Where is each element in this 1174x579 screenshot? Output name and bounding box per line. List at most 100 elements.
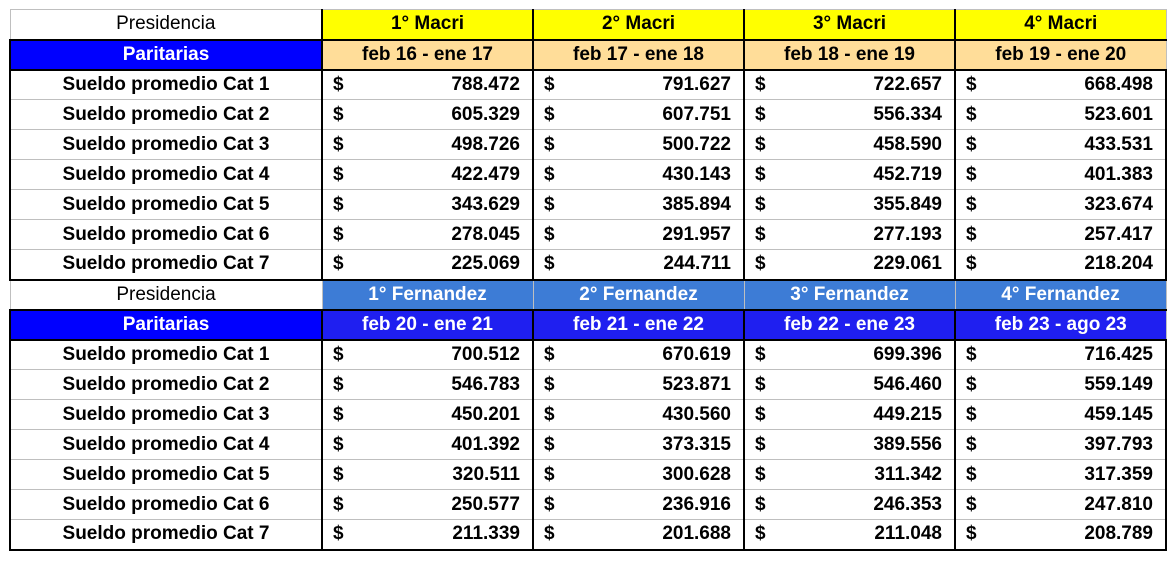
salary-value: 291.957 <box>662 223 731 245</box>
currency-symbol: $ <box>966 133 977 155</box>
currency-symbol: $ <box>544 403 555 425</box>
salary-value: 355.849 <box>873 193 942 215</box>
salary-cell: $236.916 <box>532 489 745 520</box>
currency-symbol: $ <box>544 103 555 125</box>
salary-cell: $373.315 <box>532 429 745 460</box>
currency-symbol: $ <box>755 163 766 185</box>
salary-value: 546.460 <box>873 373 942 395</box>
salary-cell: $459.145 <box>954 399 1167 430</box>
salary-value: 211.339 <box>452 523 520 545</box>
salary-value: 559.149 <box>1084 373 1153 395</box>
salary-value: 373.315 <box>662 433 731 455</box>
salary-value: 498.726 <box>451 133 520 155</box>
salary-value: 450.201 <box>451 403 520 425</box>
table-row: Sueldo promedio Cat 2 $546.783 $523.871 $54… <box>9 369 1167 400</box>
salary-table: Presidencia 1° Macri 2° Macri 3° Macri 4… <box>9 9 1167 551</box>
salary-cell: $201.688 <box>532 519 745 551</box>
salary-value: 250.577 <box>451 493 520 515</box>
salary-value: 722.657 <box>873 73 942 95</box>
row-label: Sueldo promedio Cat 4 <box>9 429 323 460</box>
currency-symbol: $ <box>755 103 766 125</box>
salary-value: 401.392 <box>451 433 520 455</box>
section2-period-row: Paritarias feb 20 - ene 21 feb 21 - ene 22… <box>9 308 1167 341</box>
currency-symbol: $ <box>333 163 344 185</box>
salary-cell: $343.629 <box>321 189 534 220</box>
salary-cell: $211.048 <box>743 519 956 551</box>
salary-cell: $257.417 <box>954 219 1167 250</box>
section1-president-row: Presidencia 1° Macri 2° Macri 3° Macri 4… <box>9 9 1167 40</box>
paritarias-label: Paritarias <box>9 308 323 341</box>
row-label: Sueldo promedio Cat 4 <box>9 159 323 190</box>
salary-value: 668.498 <box>1084 73 1153 95</box>
salary-value: 699.396 <box>873 343 942 365</box>
salary-value: 459.145 <box>1084 403 1153 425</box>
row-label: Sueldo promedio Cat 5 <box>9 189 323 220</box>
currency-symbol: $ <box>966 523 977 545</box>
currency-symbol: $ <box>755 193 766 215</box>
currency-symbol: $ <box>333 223 344 245</box>
currency-symbol: $ <box>966 253 977 275</box>
salary-cell: $208.789 <box>954 519 1167 551</box>
currency-symbol: $ <box>544 133 555 155</box>
salary-value: 523.601 <box>1084 103 1153 125</box>
salary-table-container: Presidencia 1° Macri 2° Macri 3° Macri 4… <box>9 9 1167 551</box>
table-row: Sueldo promedio Cat 7 $225.069 $244.711 $22… <box>9 249 1167 281</box>
salary-value: 201.688 <box>662 523 731 545</box>
currency-symbol: $ <box>755 133 766 155</box>
salary-cell: $300.628 <box>532 459 745 490</box>
salary-table-body: Presidencia 1° Macri 2° Macri 3° Macri 4… <box>9 9 1167 551</box>
salary-cell: $788.472 <box>321 69 534 100</box>
salary-value: 670.619 <box>662 343 731 365</box>
currency-symbol: $ <box>755 253 766 275</box>
salary-value: 211.048 <box>874 523 942 545</box>
currency-symbol: $ <box>333 433 344 455</box>
president-header: 1° Macri <box>321 9 534 40</box>
salary-value: 246.353 <box>873 493 942 515</box>
salary-value: 277.193 <box>873 223 942 245</box>
table-row: Sueldo promedio Cat 7 $211.339 $201.688 $21… <box>9 519 1167 551</box>
currency-symbol: $ <box>966 163 977 185</box>
period-header: feb 18 - ene 19 <box>743 38 956 71</box>
table-row: Sueldo promedio Cat 2 $605.329 $607.751 $55… <box>9 99 1167 130</box>
salary-value: 546.783 <box>451 373 520 395</box>
currency-symbol: $ <box>755 433 766 455</box>
salary-value: 716.425 <box>1084 343 1153 365</box>
salary-value: 458.590 <box>873 133 942 155</box>
currency-symbol: $ <box>544 433 555 455</box>
salary-cell: $500.722 <box>532 129 745 160</box>
currency-symbol: $ <box>966 433 977 455</box>
salary-cell: $722.657 <box>743 69 956 100</box>
salary-cell: $430.560 <box>532 399 745 430</box>
salary-cell: $791.627 <box>532 69 745 100</box>
salary-cell: $225.069 <box>321 249 534 281</box>
currency-symbol: $ <box>544 523 555 545</box>
table-row: Sueldo promedio Cat 1 $700.512 $670.619 $69… <box>9 339 1167 370</box>
salary-cell: $449.215 <box>743 399 956 430</box>
currency-symbol: $ <box>755 223 766 245</box>
salary-cell: $546.783 <box>321 369 534 400</box>
currency-symbol: $ <box>544 163 555 185</box>
salary-cell: $498.726 <box>321 129 534 160</box>
salary-cell: $556.334 <box>743 99 956 130</box>
salary-value: 208.789 <box>1084 523 1153 545</box>
salary-value: 788.472 <box>451 73 520 95</box>
row-label: Sueldo promedio Cat 3 <box>9 399 323 430</box>
currency-symbol: $ <box>333 403 344 425</box>
currency-symbol: $ <box>544 373 555 395</box>
row-label: Sueldo promedio Cat 7 <box>9 249 323 281</box>
salary-cell: $401.392 <box>321 429 534 460</box>
salary-value: 791.627 <box>662 73 731 95</box>
table-row: Sueldo promedio Cat 5 $320.511 $300.628 $31… <box>9 459 1167 490</box>
president-header: 2° Fernandez <box>532 279 745 310</box>
salary-cell: $523.871 <box>532 369 745 400</box>
salary-cell: $229.061 <box>743 249 956 281</box>
salary-value: 422.479 <box>451 163 520 185</box>
salary-cell: $422.479 <box>321 159 534 190</box>
salary-cell: $385.894 <box>532 189 745 220</box>
salary-value: 556.334 <box>873 103 942 125</box>
salary-cell: $559.149 <box>954 369 1167 400</box>
salary-value: 700.512 <box>451 343 520 365</box>
row-label: Sueldo promedio Cat 2 <box>9 99 323 130</box>
president-header: 2° Macri <box>532 9 745 40</box>
president-header: 4° Fernandez <box>954 279 1167 310</box>
